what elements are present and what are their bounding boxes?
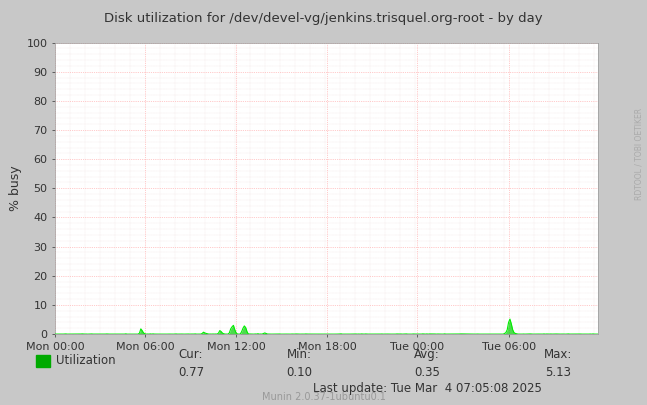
Text: Min:: Min: xyxy=(287,348,311,361)
Text: Cur:: Cur: xyxy=(179,348,203,361)
Text: RDTOOL / TOBI OETIKER: RDTOOL / TOBI OETIKER xyxy=(635,108,644,200)
Text: 0.35: 0.35 xyxy=(414,366,440,379)
Text: 0.77: 0.77 xyxy=(178,366,204,379)
Text: Avg:: Avg: xyxy=(414,348,440,361)
Text: 5.13: 5.13 xyxy=(545,366,571,379)
Text: Disk utilization for /dev/devel-vg/jenkins.trisquel.org-root - by day: Disk utilization for /dev/devel-vg/jenki… xyxy=(104,12,543,25)
Text: Last update: Tue Mar  4 07:05:08 2025: Last update: Tue Mar 4 07:05:08 2025 xyxy=(313,382,542,395)
Text: Munin 2.0.37-1ubuntu0.1: Munin 2.0.37-1ubuntu0.1 xyxy=(261,392,386,402)
Text: Max:: Max: xyxy=(543,348,572,361)
Text: 0.10: 0.10 xyxy=(286,366,312,379)
Text: Utilization: Utilization xyxy=(56,354,116,367)
Y-axis label: % busy: % busy xyxy=(9,166,22,211)
